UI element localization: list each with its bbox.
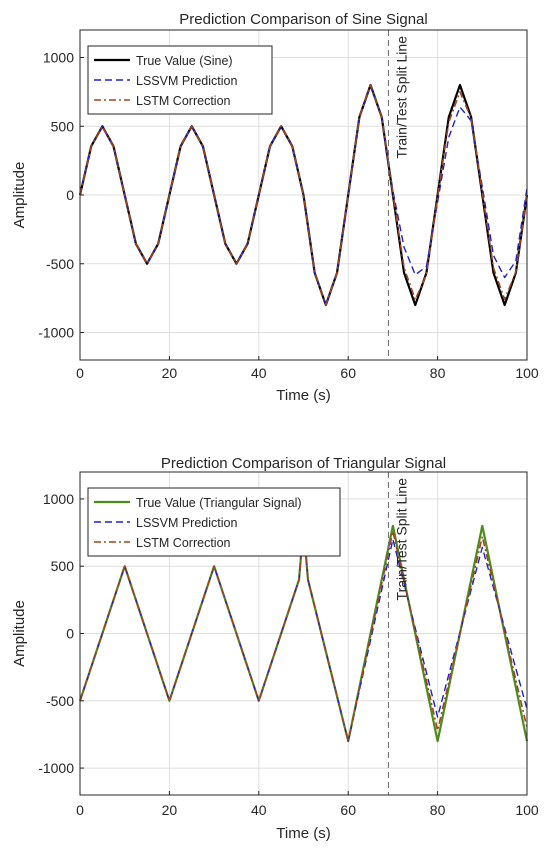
legend: True Value (Sine) LSSVM Prediction LSTM Co… [87, 45, 273, 115]
y-tick-label: 1000 [43, 50, 74, 66]
x-tick-label: 100 [515, 802, 539, 818]
y-axis-label: Amplitude [11, 162, 28, 229]
x-tick-label: 60 [340, 802, 356, 818]
y-tick-label: -1000 [38, 760, 74, 776]
legend-entry: LSSVM Prediction [136, 74, 237, 88]
chart-title: Prediction Comparison of Sine Signal [179, 11, 427, 28]
x-tick-label: 80 [430, 365, 446, 381]
x-tick-label: 40 [251, 365, 267, 381]
x-tick-label: 0 [76, 365, 84, 381]
legend-entry: LSTM Correction [136, 94, 231, 108]
y-tick-label: 500 [51, 558, 75, 574]
x-tick-label: 100 [515, 365, 539, 381]
y-tick-label: 1000 [43, 491, 74, 507]
y-tick-label: -1000 [38, 325, 74, 341]
series-line-2 [79, 84, 528, 306]
x-tick-label: 40 [251, 802, 267, 818]
legend-entry: True Value (Triangular Signal) [136, 496, 302, 510]
x-axis-label: Time (s) [276, 387, 330, 404]
chart-2: Train/Test Split Line 0 20 40 60 80 100 -1000 -5… [11, 455, 539, 842]
legend-entry: LSSVM Prediction [136, 516, 237, 530]
x-tick-label: 60 [340, 365, 356, 381]
y-tick-label: -500 [46, 256, 74, 272]
x-axis-label: Time (s) [276, 825, 330, 842]
chart-1: Train/Test Split Line 0 20 40 60 80 100 -1000 -5… [11, 11, 539, 404]
split-line-label: Train/Test Split Line [393, 478, 409, 601]
split-line-label: Train/Test Split Line [393, 36, 409, 159]
y-tick-label: 0 [66, 626, 74, 642]
x-tick-label: 80 [430, 802, 446, 818]
legend-entry: LSTM Correction [136, 536, 231, 550]
x-tick-label: 20 [162, 365, 178, 381]
y-axis-label: Amplitude [11, 600, 28, 667]
y-tick-label: 0 [66, 187, 74, 203]
x-tick-label: 0 [76, 802, 84, 818]
legend-entry: True Value (Sine) [136, 54, 233, 68]
y-tick-label: -500 [46, 693, 74, 709]
y-tick-label: 500 [51, 118, 75, 134]
legend: True Value (Triangular Signal) LSSVM Pred… [87, 487, 341, 557]
chart-title: Prediction Comparison of Triangular Sign… [161, 455, 446, 472]
x-tick-label: 20 [162, 802, 178, 818]
